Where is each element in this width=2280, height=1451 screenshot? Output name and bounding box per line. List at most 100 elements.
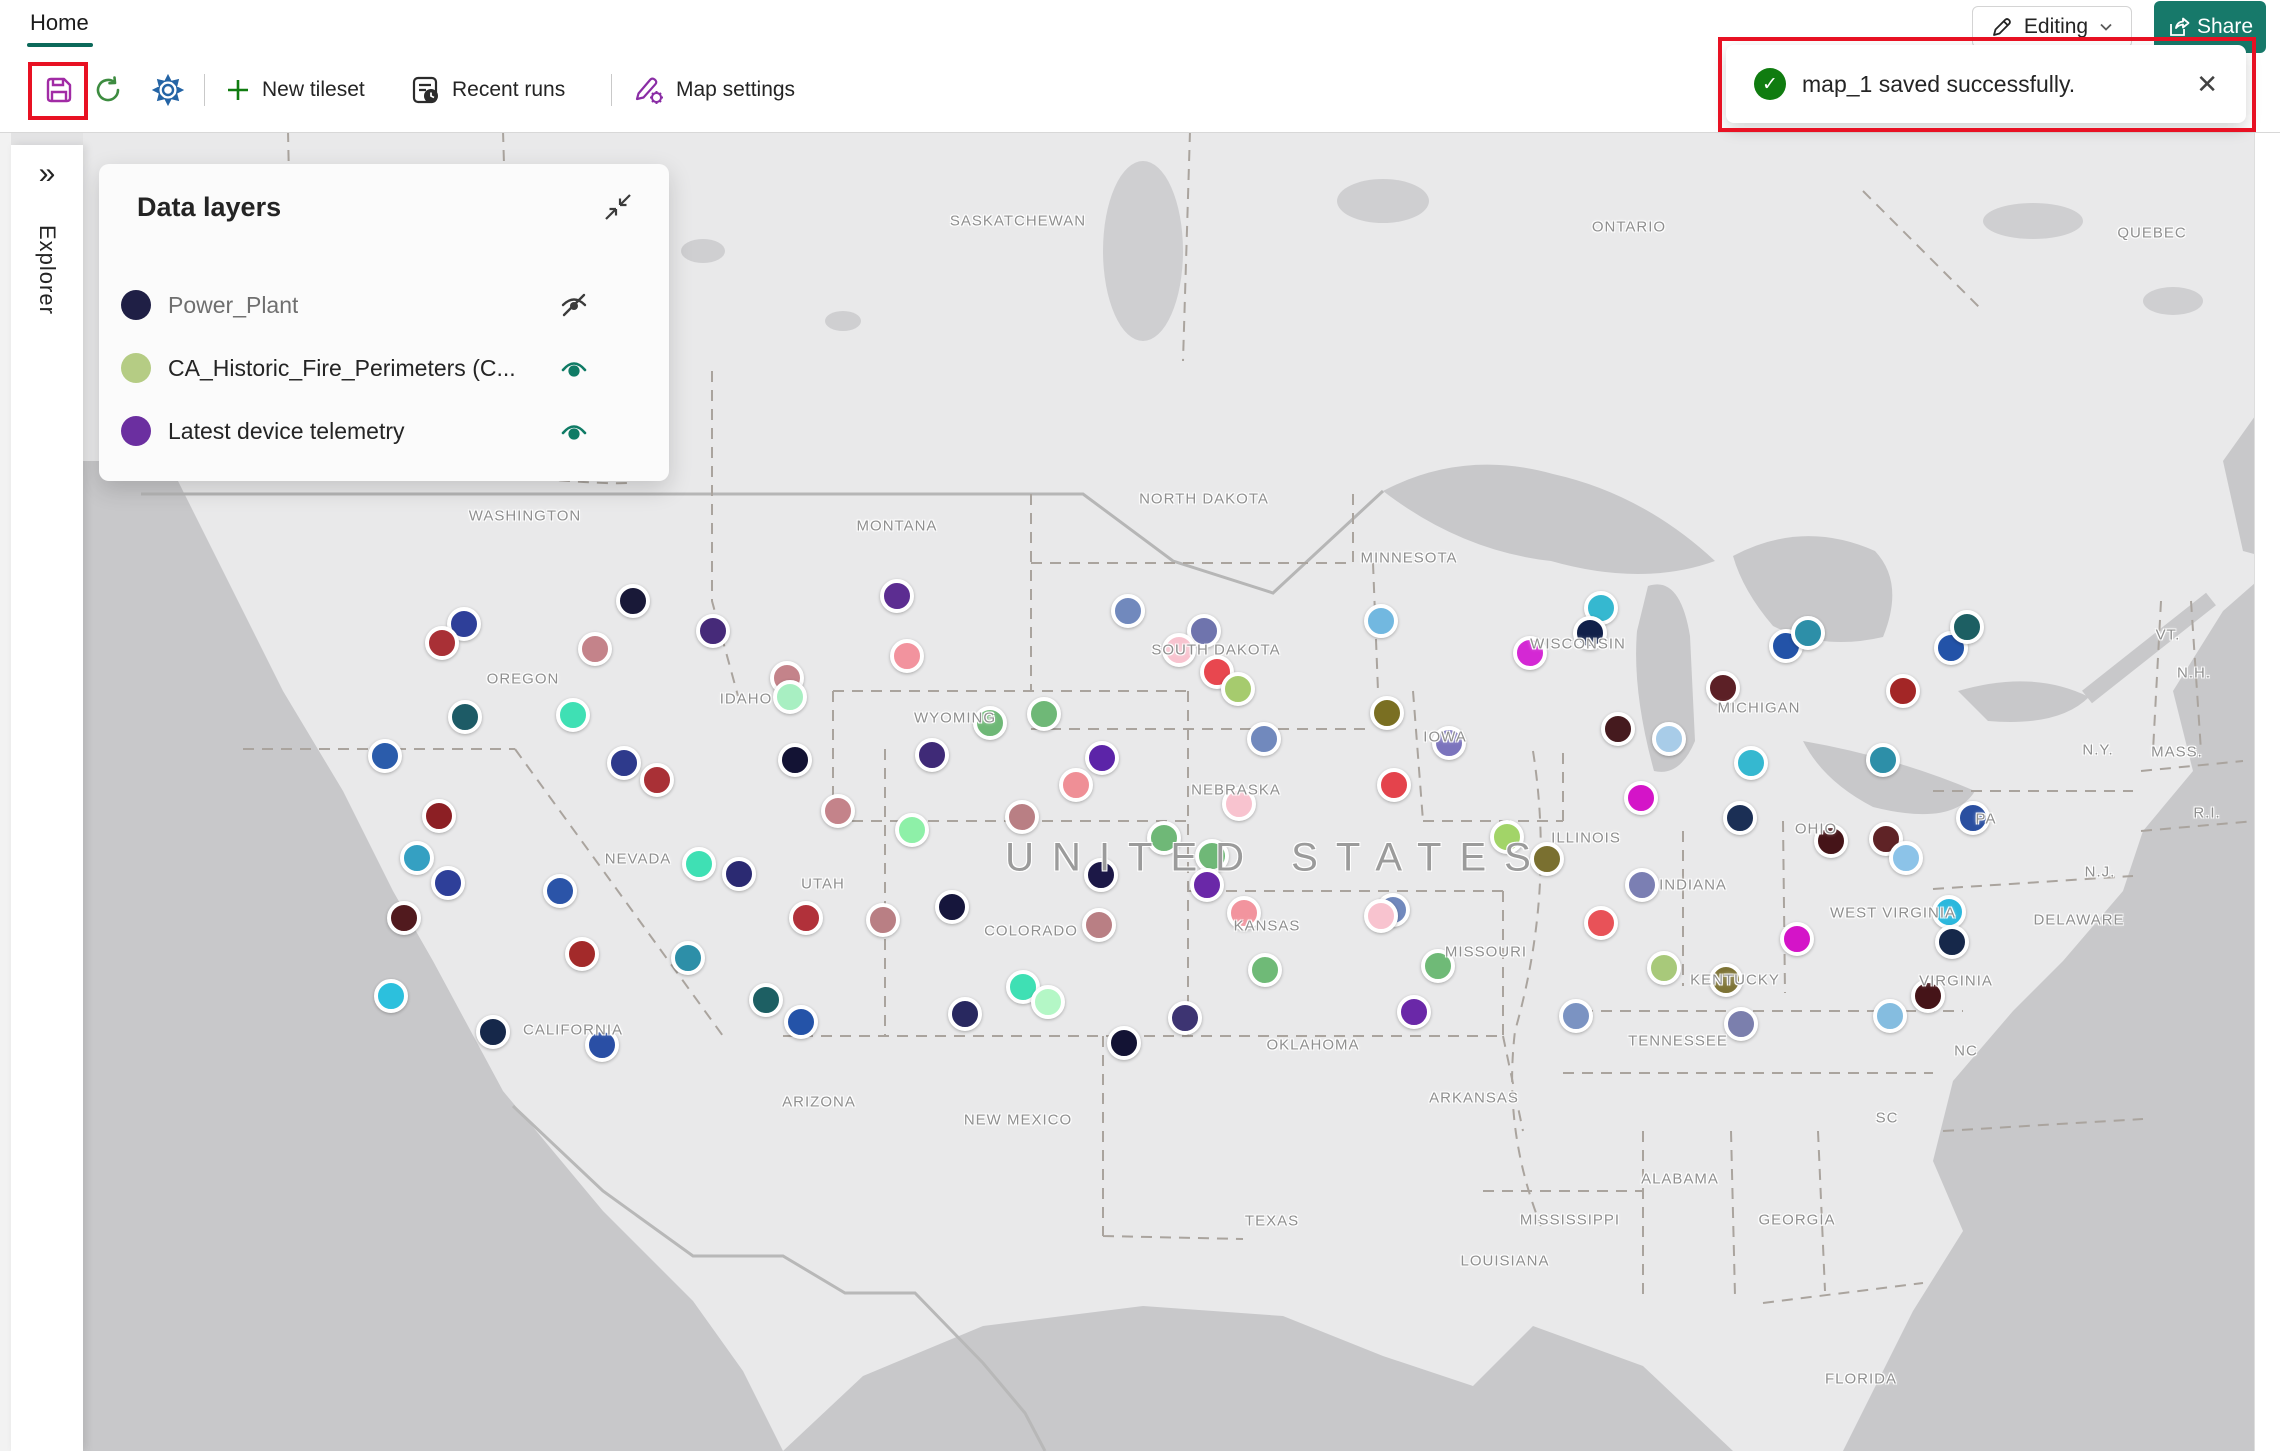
map-data-point[interactable]	[1031, 985, 1065, 1019]
collapse-panel-icon[interactable]	[603, 192, 633, 222]
map-data-point[interactable]	[1084, 858, 1118, 892]
save-button[interactable]	[42, 48, 76, 132]
map-data-point[interactable]	[640, 763, 674, 797]
map-data-point[interactable]	[696, 614, 730, 648]
visibility-on-icon[interactable]	[557, 414, 591, 448]
map-data-point[interactable]	[578, 632, 612, 666]
map-data-point[interactable]	[1734, 746, 1768, 780]
close-icon[interactable]: ✕	[2196, 69, 2218, 99]
map-data-point[interactable]	[671, 941, 705, 975]
map-data-point[interactable]	[1869, 822, 1903, 856]
map-data-point[interactable]	[1027, 697, 1061, 731]
map-data-point[interactable]	[1490, 820, 1524, 854]
map-data-point[interactable]	[1814, 824, 1848, 858]
map-data-point[interactable]	[1873, 999, 1907, 1033]
map-data-point[interactable]	[1082, 908, 1116, 942]
map-data-point[interactable]	[1370, 696, 1404, 730]
map-data-point[interactable]	[1573, 616, 1607, 650]
map-data-point[interactable]	[1248, 953, 1282, 987]
map-data-point[interactable]	[1724, 1007, 1758, 1041]
layer-row[interactable]: Power_Plant	[99, 281, 669, 329]
map-data-point[interactable]	[1377, 768, 1411, 802]
map-data-point[interactable]	[1652, 722, 1686, 756]
map-data-point[interactable]	[1397, 995, 1431, 1029]
map-data-point[interactable]	[425, 626, 459, 660]
map-data-point[interactable]	[1601, 712, 1635, 746]
map-data-point[interactable]	[1190, 868, 1224, 902]
map-data-point[interactable]	[607, 746, 641, 780]
map-data-point[interactable]	[1005, 800, 1039, 834]
map-data-point[interactable]	[1107, 1026, 1141, 1060]
map-data-point[interactable]	[565, 937, 599, 971]
map-data-point[interactable]	[1085, 741, 1119, 775]
map-data-point[interactable]	[722, 857, 756, 891]
map-settings-button[interactable]: Map settings	[630, 48, 795, 132]
map-data-point[interactable]	[1625, 868, 1659, 902]
map-data-point[interactable]	[1221, 672, 1255, 706]
map-data-point[interactable]	[431, 866, 465, 900]
map-data-point[interactable]	[448, 700, 482, 734]
map-data-point[interactable]	[543, 874, 577, 908]
map-data-point[interactable]	[1227, 896, 1261, 930]
map-data-point[interactable]	[1934, 631, 1968, 665]
map-data-point[interactable]	[1111, 594, 1145, 628]
tab-home[interactable]: Home	[30, 10, 89, 35]
map-data-point[interactable]	[1584, 906, 1618, 940]
map-data-point[interactable]	[682, 847, 716, 881]
map-data-point[interactable]	[1956, 801, 1990, 835]
map-data-point[interactable]	[1889, 841, 1923, 875]
map-data-point[interactable]	[387, 901, 421, 935]
map-data-point[interactable]	[1147, 821, 1181, 855]
explorer-sidebar[interactable]: » Explorer	[11, 145, 83, 1451]
settings-button[interactable]	[150, 48, 186, 132]
map-data-point[interactable]	[616, 584, 650, 618]
map-data-point[interactable]	[880, 579, 914, 613]
share-button[interactable]: Share	[2154, 1, 2266, 53]
map-data-point[interactable]	[778, 743, 812, 777]
map-data-point[interactable]	[1364, 604, 1398, 638]
map-data-point[interactable]	[585, 1028, 619, 1062]
map-data-point[interactable]	[1530, 842, 1564, 876]
visibility-on-icon[interactable]	[557, 351, 591, 385]
map-data-point[interactable]	[1513, 636, 1547, 670]
map-data-point[interactable]	[1911, 979, 1945, 1013]
refresh-button[interactable]	[92, 48, 124, 132]
map-data-point[interactable]	[1624, 781, 1658, 815]
map-data-point[interactable]	[1432, 726, 1466, 760]
map-data-point[interactable]	[1247, 722, 1281, 756]
map-data-point[interactable]	[915, 738, 949, 772]
map-data-point[interactable]	[784, 1005, 818, 1039]
map-data-point[interactable]	[1780, 922, 1814, 956]
map-data-point[interactable]	[1950, 610, 1984, 644]
new-tileset-button[interactable]: New tileset	[224, 48, 365, 132]
map-data-point[interactable]	[973, 706, 1007, 740]
map-data-point[interactable]	[1647, 951, 1681, 985]
map-data-point[interactable]	[374, 979, 408, 1013]
map-data-point[interactable]	[1364, 899, 1398, 933]
map-data-point[interactable]	[1866, 743, 1900, 777]
map-data-point[interactable]	[1059, 768, 1093, 802]
map-data-point[interactable]	[1559, 999, 1593, 1033]
map-data-point[interactable]	[749, 983, 783, 1017]
map-data-point[interactable]	[935, 890, 969, 924]
map-data-point[interactable]	[890, 639, 924, 673]
layer-row[interactable]: Latest device telemetry	[99, 407, 669, 455]
map-data-point[interactable]	[948, 997, 982, 1031]
layer-row[interactable]: CA_Historic_Fire_Perimeters (C...	[99, 344, 669, 392]
expand-sidebar-icon[interactable]: »	[38, 157, 56, 190]
map-data-point[interactable]	[476, 1015, 510, 1049]
map-data-point[interactable]	[821, 794, 855, 828]
map-data-point[interactable]	[866, 903, 900, 937]
map-data-point[interactable]	[422, 799, 456, 833]
map-data-point[interactable]	[1421, 949, 1455, 983]
map-data-point[interactable]	[1723, 801, 1757, 835]
map-data-point[interactable]	[895, 813, 929, 847]
visibility-off-icon[interactable]	[557, 288, 591, 322]
recent-runs-button[interactable]: Recent runs	[408, 48, 565, 132]
map-data-point[interactable]	[1935, 925, 1969, 959]
map-data-point[interactable]	[773, 680, 807, 714]
map-data-point[interactable]	[400, 841, 434, 875]
map-data-point[interactable]	[1162, 633, 1196, 667]
map-data-point[interactable]	[1709, 963, 1743, 997]
map-data-point[interactable]	[368, 739, 402, 773]
